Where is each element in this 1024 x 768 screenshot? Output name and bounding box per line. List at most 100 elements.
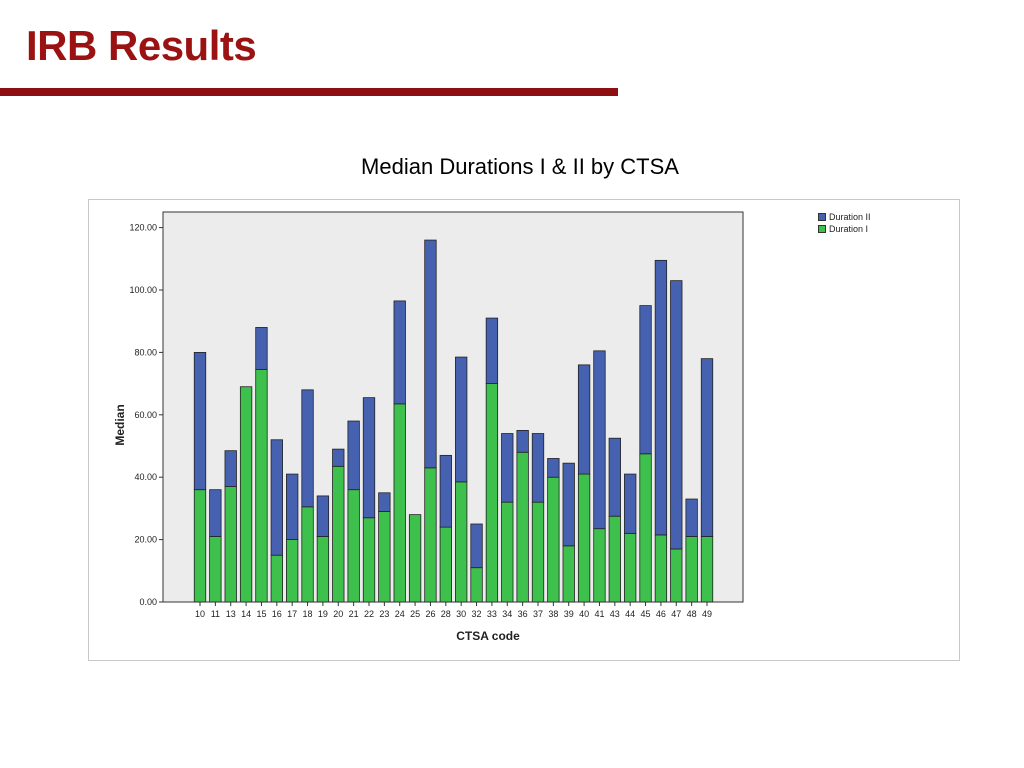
bar-duration-i	[593, 528, 606, 603]
bar-duration-ii	[470, 523, 483, 569]
x-tick-label: 47	[671, 609, 681, 619]
bar-duration-i	[516, 451, 529, 603]
x-tick-label: 19	[318, 609, 328, 619]
x-tick-label: 11	[211, 609, 220, 619]
x-tick-label: 49	[702, 609, 712, 619]
x-tick-label: 34	[502, 609, 512, 619]
bar-duration-ii	[531, 433, 545, 503]
x-tick-label: 32	[472, 609, 482, 619]
bar-duration-i	[654, 534, 668, 603]
title-rule	[0, 88, 618, 96]
x-tick-label: 39	[564, 609, 574, 619]
bar-duration-ii	[362, 397, 376, 519]
x-tick-label: 44	[625, 609, 635, 619]
x-tick-label: 20	[333, 609, 343, 619]
x-tick-label: 41	[594, 609, 604, 619]
x-tick-label: 37	[533, 609, 543, 619]
bar-duration-i	[239, 386, 253, 603]
bar-duration-ii	[624, 473, 637, 534]
bar-duration-ii	[424, 239, 437, 469]
y-tick-label: 80.00	[134, 347, 157, 357]
bar-duration-i	[608, 515, 621, 603]
y-axis-label: Median	[113, 404, 127, 445]
x-tick-label: 22	[364, 609, 374, 619]
bar-duration-ii	[224, 450, 237, 487]
bar-duration-ii	[209, 489, 222, 537]
y-tick-label: 0.00	[139, 597, 157, 607]
bar-duration-i	[209, 536, 222, 603]
y-tick-label: 100.00	[129, 285, 157, 295]
bar-duration-ii	[193, 351, 207, 491]
x-tick-label: 26	[425, 609, 435, 619]
bar-duration-ii	[562, 462, 575, 547]
bar-duration-i	[255, 369, 268, 603]
bar-duration-i	[455, 481, 468, 603]
bar-duration-ii	[685, 498, 698, 537]
bar-duration-i	[577, 473, 591, 603]
bar-duration-i	[378, 511, 391, 603]
bar-duration-ii	[378, 492, 391, 512]
bar-duration-i	[485, 383, 499, 603]
stacked-bar-chart: 0.00 20.00 40.00 60.00 80.00 100.00 120.00 Medi…	[113, 211, 744, 643]
bar-duration-i	[193, 489, 207, 603]
x-tick-label: 13	[226, 609, 236, 619]
bar-duration-ii	[332, 448, 345, 467]
x-tick-label: 38	[548, 609, 558, 619]
x-tick-label: 40	[579, 609, 589, 619]
legend-item-duration-i: Duration I	[818, 223, 871, 235]
bar-duration-ii	[700, 358, 714, 537]
bar-duration-ii	[485, 317, 499, 384]
bar-duration-ii	[577, 364, 591, 475]
bar-duration-i	[501, 501, 514, 603]
bar-duration-i	[347, 489, 360, 603]
y-tick-label: 60.00	[134, 410, 157, 420]
bar-duration-i	[685, 536, 698, 603]
bar-duration-ii	[393, 300, 406, 405]
legend-swatch-duration-ii	[818, 213, 826, 221]
bar-duration-i	[547, 476, 560, 603]
bar-duration-i	[439, 526, 452, 603]
bar-duration-ii	[593, 350, 606, 530]
x-tick-label: 21	[349, 609, 359, 619]
bar-duration-i	[562, 545, 575, 603]
x-tick-label: 46	[656, 609, 666, 619]
x-tick-label: 45	[641, 609, 651, 619]
bar-duration-i	[700, 536, 714, 603]
bar-duration-i	[639, 453, 652, 603]
legend-label-duration-ii: Duration II	[829, 212, 871, 222]
x-tick-label: 28	[441, 609, 451, 619]
x-tick-label: 48	[687, 609, 697, 619]
bar-duration-i	[393, 403, 406, 603]
x-tick-label: 43	[610, 609, 620, 619]
bar-duration-i	[270, 554, 283, 603]
y-tick-label: 20.00	[134, 535, 157, 545]
legend-swatch-duration-i	[818, 225, 826, 233]
x-axis-label: CTSA code	[456, 629, 520, 643]
x-tick-label: 33	[487, 609, 497, 619]
bar-duration-ii	[501, 433, 514, 503]
bar-duration-ii	[316, 495, 330, 537]
bar-duration-ii	[301, 389, 314, 508]
x-tick-label: 15	[256, 609, 266, 619]
bar-duration-ii	[347, 420, 360, 491]
bar-duration-ii	[255, 327, 268, 370]
slide-title: IRB Results	[26, 22, 257, 69]
chart-heading: Median Durations I & II by CTSA	[361, 154, 679, 179]
bar-duration-i	[316, 536, 330, 603]
chart-frame: 0.00 20.00 40.00 60.00 80.00 100.00 120.00 Medi…	[88, 199, 960, 661]
x-tick-label: 30	[456, 609, 466, 619]
bar-duration-ii	[608, 437, 621, 517]
bar-duration-i	[531, 501, 545, 603]
bar-duration-ii	[270, 439, 283, 556]
bar-duration-ii	[547, 458, 560, 478]
bar-duration-i	[670, 548, 683, 603]
y-tick-label: 40.00	[134, 472, 157, 482]
y-tick-label: 120.00	[129, 223, 157, 233]
bar-duration-i	[286, 539, 299, 603]
bar-duration-ii	[516, 429, 529, 453]
x-tick-label: 14	[241, 609, 251, 619]
x-tick-label: 17	[287, 609, 297, 619]
x-tick-label: 18	[303, 609, 313, 619]
bar-duration-i	[624, 532, 637, 603]
bar-duration-i	[224, 486, 237, 603]
